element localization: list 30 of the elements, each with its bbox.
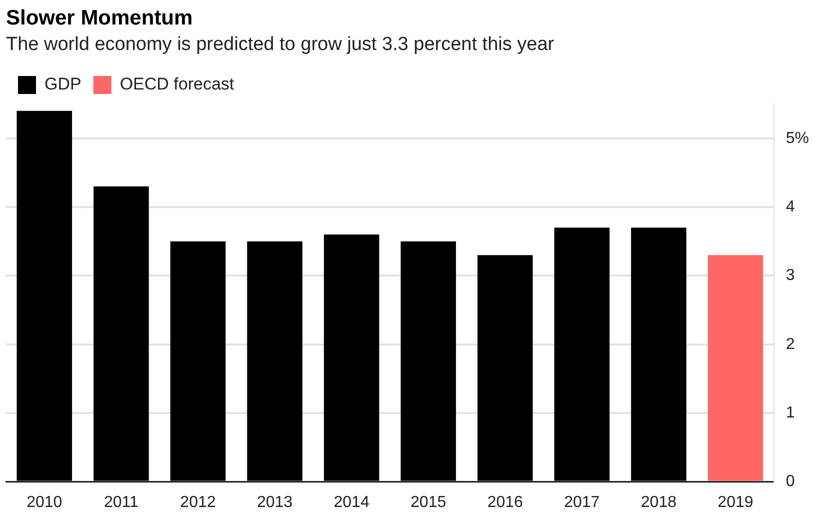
x-tick-label: 2010 [26, 494, 62, 511]
bar [170, 241, 226, 481]
bar [16, 110, 72, 481]
legend-label: GDP [44, 74, 82, 94]
x-tick-label: 2013 [256, 494, 293, 511]
bar [324, 234, 380, 481]
x-tick-label: 2014 [334, 494, 370, 511]
x-tick-label: 2015 [410, 494, 446, 511]
bar [477, 255, 533, 481]
bar [247, 241, 302, 481]
bar [94, 186, 149, 481]
y-tick-label: 4 [786, 198, 795, 216]
y-tick-label: 1 [786, 404, 795, 422]
x-tick-label: 2018 [640, 494, 677, 511]
y-tick-label: 0 [786, 473, 795, 490]
chart-title: Slower Momentum [6, 6, 193, 30]
chart-subtitle: The world economy is predicted to grow just 3.3 percent this year [6, 34, 555, 55]
x-tick-label: 2012 [180, 494, 216, 511]
x-tick-label: 2017 [564, 494, 600, 511]
x-tick-label: 2011 [104, 494, 138, 511]
y-tick-label: 5% [786, 130, 809, 147]
x-tick-label: 2016 [487, 494, 524, 511]
y-tick-label: 2 [786, 336, 795, 353]
bar [554, 228, 610, 481]
bar [631, 228, 686, 481]
y-tick-label: 3 [786, 267, 795, 284]
legend-label: OECD forecast [120, 74, 234, 94]
bar [708, 255, 764, 481]
x-tick-label: 2019 [718, 494, 754, 511]
bar [400, 241, 456, 481]
